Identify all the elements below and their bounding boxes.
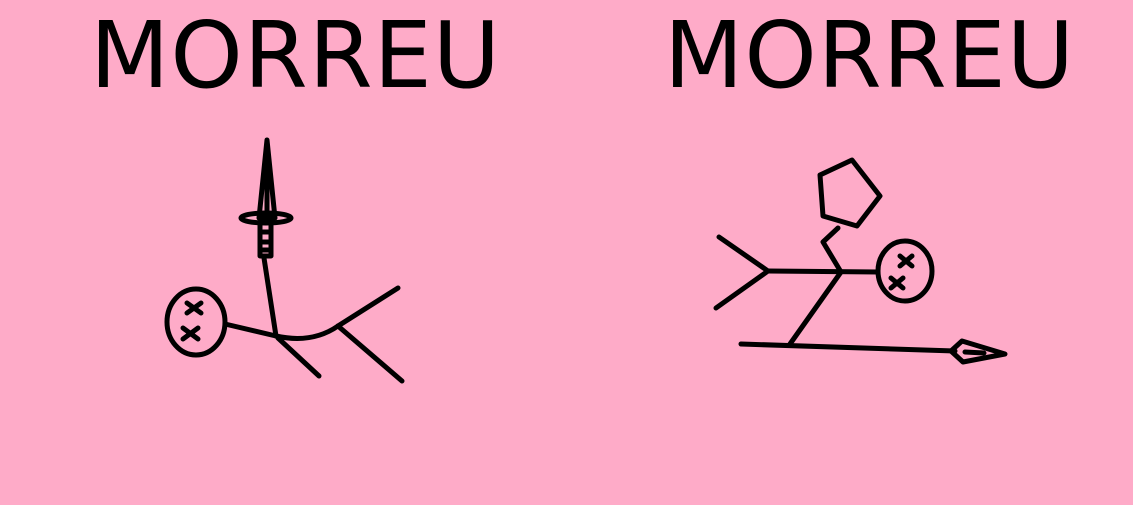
stick-body-right bbox=[713, 225, 881, 347]
dead-head-left bbox=[164, 286, 228, 358]
stick-body-left bbox=[222, 255, 405, 384]
panel-right-title: MORREU bbox=[664, 2, 1076, 109]
sword-left bbox=[238, 137, 294, 259]
pentagon-shape bbox=[817, 157, 883, 229]
dead-stick-figure-right bbox=[713, 157, 1008, 365]
panel-left-title: MORREU bbox=[90, 2, 502, 109]
dead-head-right bbox=[875, 238, 935, 304]
spear-right bbox=[738, 338, 1008, 365]
dead-stick-figure-left bbox=[164, 137, 405, 384]
